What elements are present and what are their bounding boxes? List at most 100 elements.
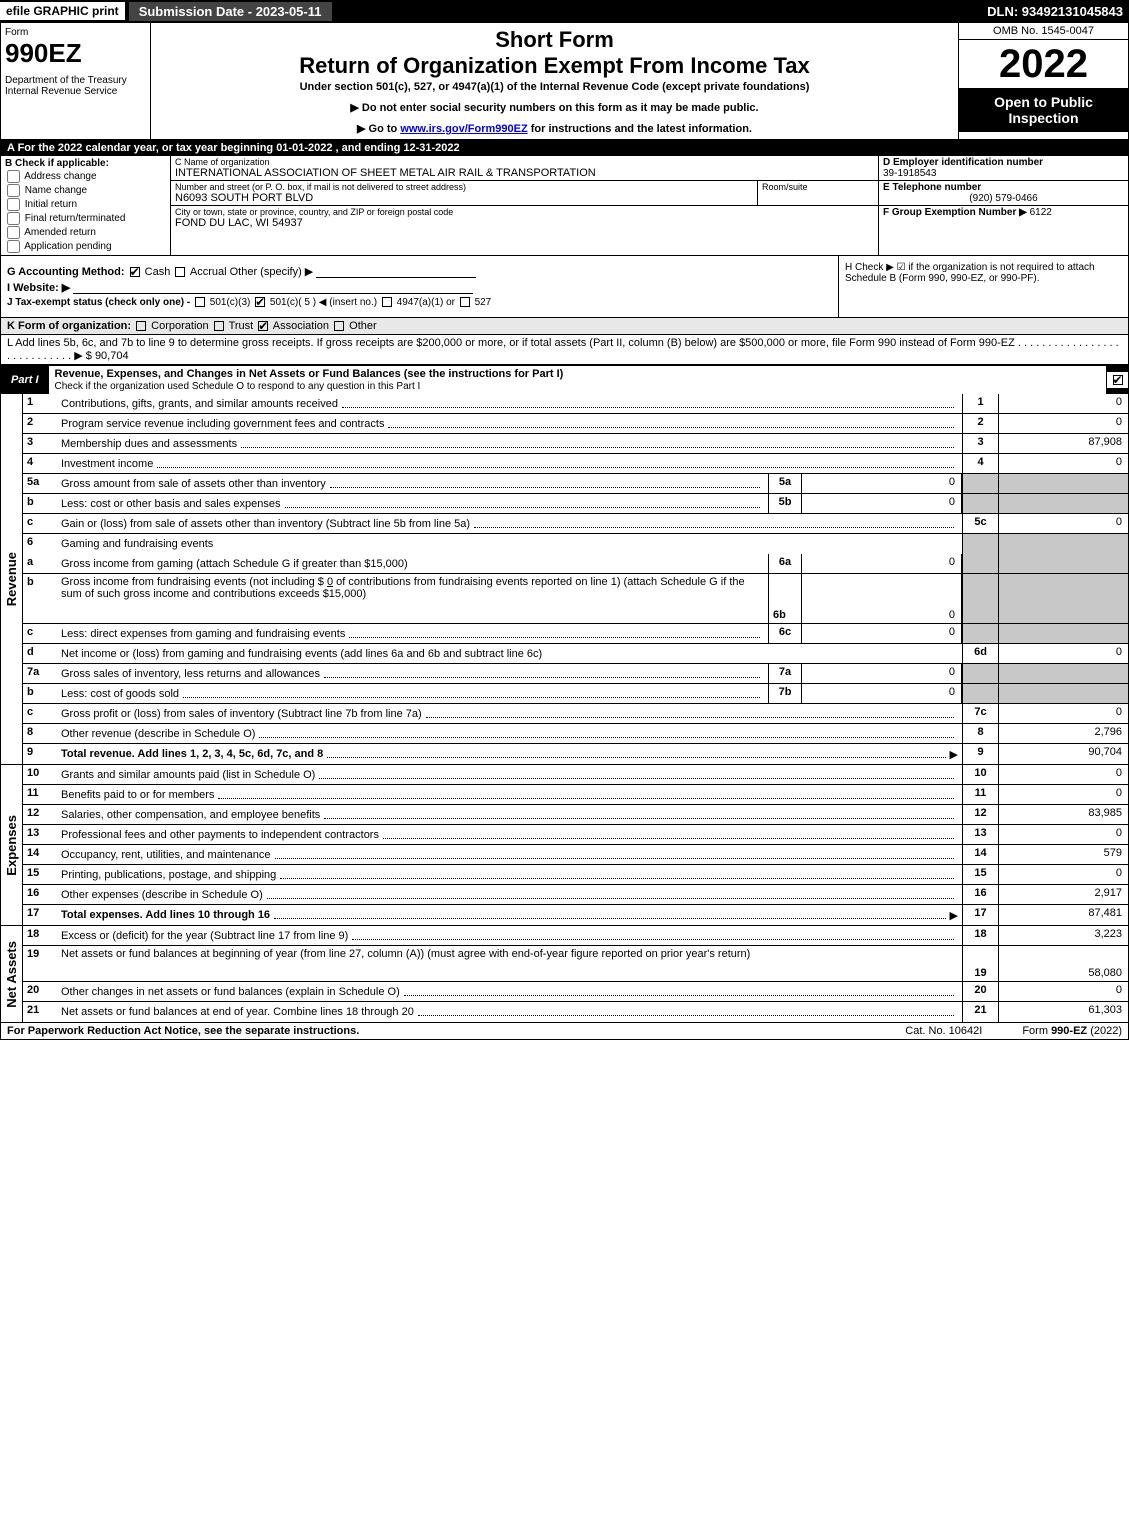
website-input[interactable]	[73, 282, 473, 294]
j-label: J Tax-exempt status (check only one) -	[7, 297, 190, 308]
val-7b: 0	[802, 684, 962, 703]
val-14: 579	[998, 845, 1128, 864]
org-name: INTERNATIONAL ASSOCIATION OF SHEET METAL…	[175, 167, 874, 179]
tel-value: (920) 579-0466	[883, 193, 1124, 204]
chk-4947[interactable]	[382, 297, 392, 307]
val-5c: 0	[998, 514, 1128, 533]
part-1-title: Revenue, Expenses, and Changes in Net As…	[49, 365, 1106, 394]
row-14: 14Occupancy, rent, utilities, and mainte…	[23, 845, 1128, 865]
form-note-1: ▶ Do not enter social security numbers o…	[159, 101, 950, 114]
submission-date: Submission Date - 2023-05-11	[129, 2, 332, 21]
row-4: 4Investment income40	[23, 454, 1128, 474]
row-12: 12Salaries, other compensation, and empl…	[23, 805, 1128, 825]
chk-association[interactable]	[258, 321, 268, 331]
line-h: H Check ▶ ☑ if the organization is not r…	[838, 256, 1128, 317]
chk-accrual[interactable]	[175, 267, 185, 277]
val-17: 87,481	[998, 905, 1128, 925]
row-6a: aGross income from gaming (attach Schedu…	[23, 554, 1128, 574]
row-9: 9Total revenue. Add lines 1, 2, 3, 4, 5c…	[23, 744, 1128, 764]
ein-value: 39-1918543	[883, 168, 1124, 179]
val-18: 3,223	[998, 926, 1128, 945]
footer-right: Form 990-EZ (2022)	[1022, 1025, 1122, 1037]
c-name-label: C Name of organization	[175, 157, 874, 167]
form-number: 990EZ	[5, 38, 146, 69]
val-4: 0	[998, 454, 1128, 473]
form-title: Return of Organization Exempt From Incom…	[159, 53, 950, 79]
tax-year: 2022	[959, 40, 1128, 88]
val-7a: 0	[802, 664, 962, 683]
val-19: 58,080	[998, 946, 1128, 981]
footer-left: For Paperwork Reduction Act Notice, see …	[7, 1025, 359, 1037]
row-5a: 5aGross amount from sale of assets other…	[23, 474, 1128, 494]
form-header: Form 990EZ Department of the Treasury In…	[0, 22, 1129, 140]
form-label: Form	[5, 27, 146, 38]
val-21: 61,303	[998, 1002, 1128, 1022]
c-addr-label: Number and street (or P. O. box, if mail…	[175, 182, 753, 192]
chk-address-change[interactable]: Address change	[5, 170, 166, 183]
revenue-grid: Revenue 1Contributions, gifts, grants, a…	[0, 394, 1129, 765]
val-10: 0	[998, 765, 1128, 784]
chk-name-change[interactable]: Name change	[5, 184, 166, 197]
val-13: 0	[998, 825, 1128, 844]
chk-cash[interactable]	[130, 267, 140, 277]
val-1: 0	[998, 394, 1128, 413]
row-a: A For the 2022 calendar year, or tax yea…	[0, 140, 1129, 156]
chk-501c[interactable]	[255, 297, 265, 307]
val-6a: 0	[802, 554, 962, 573]
irs-link[interactable]: www.irs.gov/Form990EZ	[400, 123, 527, 135]
val-3: 87,908	[998, 434, 1128, 453]
val-6c: 0	[802, 624, 962, 643]
row-1: 1Contributions, gifts, grants, and simil…	[23, 394, 1128, 414]
row-7b: bLess: cost of goods sold7b0	[23, 684, 1128, 704]
chk-other-org[interactable]	[334, 321, 344, 331]
row-8: 8Other revenue (describe in Schedule O)8…	[23, 724, 1128, 744]
line-k: K Form of organization: Corporation Trus…	[0, 318, 1129, 335]
c-city-label: City or town, state or province, country…	[175, 207, 874, 217]
chk-initial-return[interactable]: Initial return	[5, 198, 166, 211]
l-value: 90,704	[95, 350, 129, 362]
chk-amended-return[interactable]: Amended return	[5, 226, 166, 239]
other-specify-input[interactable]	[316, 266, 476, 278]
row-20: 20Other changes in net assets or fund ba…	[23, 982, 1128, 1002]
netassets-side-label: Net Assets	[4, 941, 19, 1008]
chk-corporation[interactable]	[136, 321, 146, 331]
chk-527[interactable]	[460, 297, 470, 307]
short-form-title: Short Form	[159, 27, 950, 53]
netassets-grid: Net Assets 18Excess or (deficit) for the…	[0, 926, 1129, 1023]
part-1-header: Part I Revenue, Expenses, and Changes in…	[0, 365, 1129, 394]
row-7a: 7aGross sales of inventory, less returns…	[23, 664, 1128, 684]
section-bcd: B Check if applicable: Address change Na…	[0, 156, 1129, 256]
row-6b: bGross income from fundraising events (n…	[23, 574, 1128, 624]
chk-trust[interactable]	[214, 321, 224, 331]
val-8: 2,796	[998, 724, 1128, 743]
row-13: 13Professional fees and other payments t…	[23, 825, 1128, 845]
val-7c: 0	[998, 704, 1128, 723]
row-7c: cGross profit or (loss) from sales of in…	[23, 704, 1128, 724]
row-19: 19Net assets or fund balances at beginni…	[23, 946, 1128, 982]
grp-value: 6122	[1030, 207, 1052, 218]
row-15: 15Printing, publications, postage, and s…	[23, 865, 1128, 885]
col-d: D Employer identification number 39-1918…	[878, 156, 1128, 255]
chk-501c3[interactable]	[195, 297, 205, 307]
val-11: 0	[998, 785, 1128, 804]
department: Department of the Treasury Internal Reve…	[5, 75, 146, 97]
g-label: G Accounting Method:	[7, 266, 125, 278]
chk-final-return[interactable]: Final return/terminated	[5, 212, 166, 225]
val-6b: 0	[802, 574, 962, 623]
line-i: I Website: ▶	[7, 281, 832, 294]
row-5b: bLess: cost or other basis and sales exp…	[23, 494, 1128, 514]
row-16: 16Other expenses (describe in Schedule O…	[23, 885, 1128, 905]
top-bar: efile GRAPHIC print Submission Date - 20…	[0, 0, 1129, 22]
row-17: 17Total expenses. Add lines 10 through 1…	[23, 905, 1128, 925]
note2-post: for instructions and the latest informat…	[528, 123, 752, 135]
row-10: 10Grants and similar amounts paid (list …	[23, 765, 1128, 785]
efile-label[interactable]: efile GRAPHIC print	[0, 2, 125, 20]
val-6b-amt: 0	[327, 576, 333, 588]
note2-pre: ▶ Go to	[357, 123, 400, 135]
val-6d: 0	[998, 644, 1128, 663]
b-header: B Check if applicable:	[5, 158, 166, 169]
omb-number: OMB No. 1545-0047	[959, 23, 1128, 40]
part-1-checkbox[interactable]	[1106, 371, 1128, 388]
ein-label: D Employer identification number	[883, 157, 1124, 168]
chk-application-pending[interactable]: Application pending	[5, 240, 166, 253]
